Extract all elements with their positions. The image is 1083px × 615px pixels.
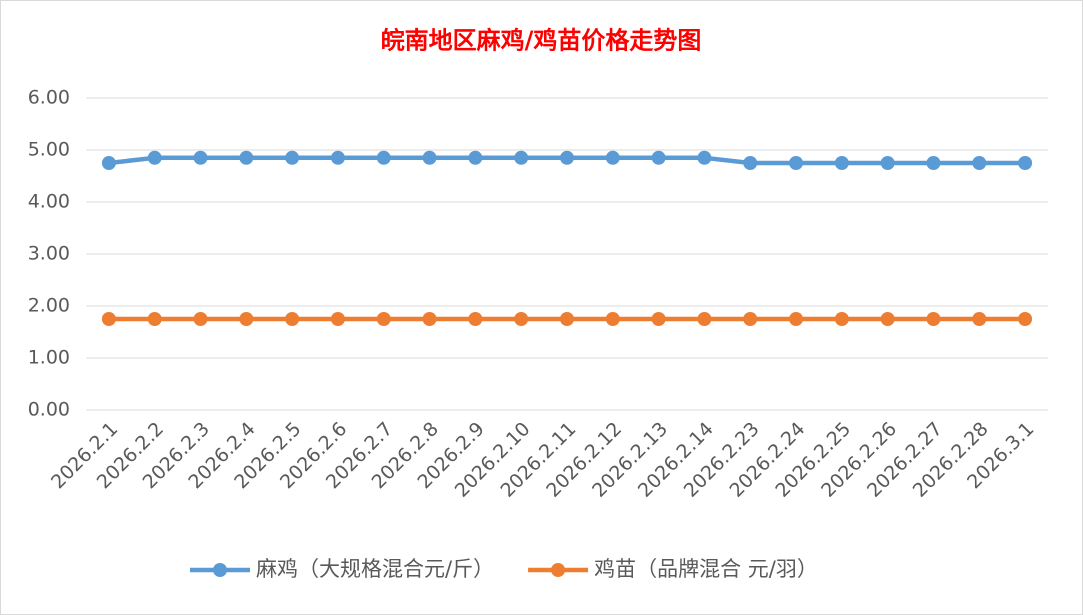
data-point (605, 312, 620, 326)
data-point (147, 312, 162, 326)
data-point (330, 150, 345, 165)
data-point (285, 312, 300, 326)
data-point (651, 312, 666, 326)
data-point (101, 156, 116, 170)
data-point (285, 150, 300, 165)
data-point (789, 312, 804, 326)
y-tick-label: 4.00 (28, 191, 70, 213)
data-point (560, 312, 574, 326)
data-point (834, 156, 849, 170)
data-point (376, 150, 391, 165)
legend-marker (551, 563, 566, 577)
data-point (1018, 312, 1033, 326)
data-point (147, 150, 162, 165)
data-point (468, 312, 483, 326)
data-point (926, 156, 941, 170)
data-point (605, 150, 620, 165)
data-point (697, 150, 712, 165)
data-point (514, 312, 529, 326)
data-point (560, 150, 574, 165)
y-tick-label: 5.00 (28, 139, 70, 161)
data-point (422, 150, 437, 165)
data-point (1018, 156, 1033, 170)
data-point (834, 312, 849, 326)
y-tick-label: 2.00 (28, 295, 70, 317)
data-point (422, 312, 437, 326)
y-tick-label: 1.00 (28, 347, 70, 369)
data-point (468, 150, 483, 165)
data-point (743, 156, 758, 170)
data-point (880, 312, 895, 326)
data-point (880, 156, 895, 170)
data-point (239, 312, 254, 326)
data-point (330, 312, 345, 326)
data-point (101, 312, 116, 326)
data-point (514, 150, 529, 165)
y-tick-label: 0.00 (28, 399, 70, 421)
chart-title: 皖南地区麻鸡/鸡苗价格走势图 (381, 26, 702, 55)
data-point (972, 156, 987, 170)
data-point (376, 312, 391, 326)
data-point (697, 312, 712, 326)
legend-label: 麻鸡（大规格混合元/斤） (256, 557, 494, 581)
data-point (651, 150, 666, 165)
data-point (972, 312, 987, 326)
data-point (789, 156, 804, 170)
data-point (926, 312, 941, 326)
data-point (239, 150, 254, 165)
y-tick-label: 3.00 (28, 243, 70, 265)
y-tick-label: 6.00 (28, 87, 70, 109)
data-point (193, 312, 208, 326)
data-point (743, 312, 758, 326)
legend-label: 鸡苗（品牌混合 元/羽） (594, 557, 818, 581)
data-point (193, 150, 208, 165)
legend-marker (213, 563, 227, 577)
